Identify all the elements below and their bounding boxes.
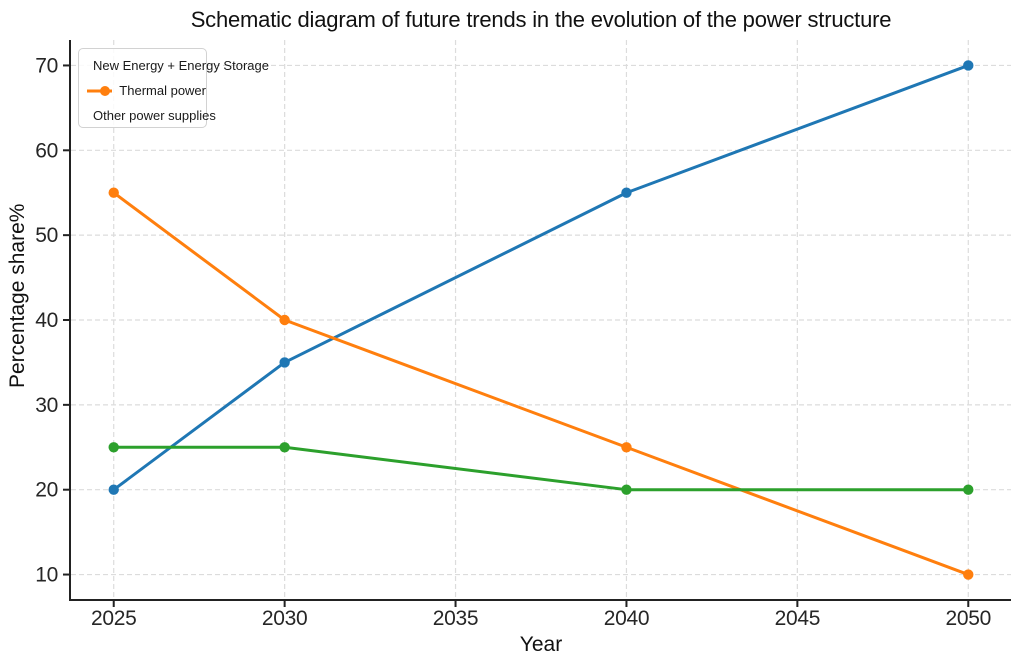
x-tick-label: 2050	[946, 607, 992, 630]
legend: New Energy + Energy Storage Thermal power…	[78, 48, 269, 128]
y-tick-label: 40	[35, 309, 58, 332]
y-tick-label: 60	[35, 139, 58, 162]
series-marker	[108, 187, 119, 198]
x-tick-label: 2035	[433, 607, 479, 630]
x-tick-label: 2045	[775, 607, 821, 630]
x-tick-label: 2025	[91, 607, 137, 630]
legend-item: Thermal power	[86, 78, 206, 103]
legend-label: New Energy + Energy Storage	[93, 58, 269, 73]
legend-label: Thermal power	[119, 83, 206, 98]
series-line	[112, 191, 970, 577]
series-marker	[279, 314, 290, 326]
series-marker	[279, 357, 290, 368]
series-line	[112, 445, 970, 492]
series-marker	[621, 484, 632, 495]
series-marker	[279, 442, 290, 453]
series-marker	[963, 60, 974, 71]
y-tick-label: 70	[35, 54, 58, 77]
x-tick-label: 2040	[604, 607, 650, 630]
series-marker	[963, 484, 974, 495]
series-marker	[621, 442, 632, 453]
x-axis-label: Year	[519, 633, 563, 656]
legend-item: Other power supplies	[86, 103, 216, 128]
series-marker	[963, 569, 974, 580]
legend-label: Other power supplies	[93, 108, 216, 123]
legend-swatch-icon	[87, 85, 113, 96]
series-line	[112, 63, 970, 492]
series-marker	[108, 484, 119, 495]
y-axis-label: Percentage share%	[6, 203, 29, 388]
y-tick-label: 10	[35, 564, 58, 587]
chart-title: Schematic diagram of future trends in th…	[190, 7, 892, 32]
series-marker	[108, 442, 119, 453]
legend-item: New Energy + Energy Storage	[86, 53, 269, 78]
y-tick-label: 20	[35, 479, 58, 502]
y-tick-label: 30	[35, 394, 58, 417]
y-tick-label: 50	[35, 224, 58, 247]
x-tick-label: 2030	[262, 607, 308, 630]
series-marker	[621, 187, 632, 198]
